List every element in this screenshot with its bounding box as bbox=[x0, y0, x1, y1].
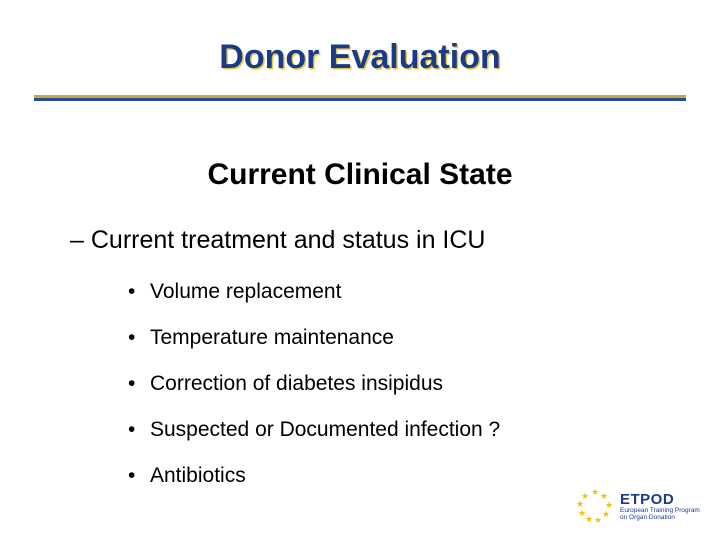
list-item: • Correction of diabetes insipidus bbox=[128, 372, 500, 396]
list-item: • Temperature maintenance bbox=[128, 326, 500, 350]
bullet-dot-icon: • bbox=[128, 280, 150, 304]
list-item: • Antibiotics bbox=[128, 464, 500, 488]
etpod-logo: ★ ★ ★ ★ ★ ★ ★ ★ ★ ETPOD European Trainin… bbox=[576, 484, 706, 530]
slide-subtitle: Current Clinical State bbox=[0, 158, 720, 192]
bullet-list: • Volume replacement • Temperature maint… bbox=[128, 280, 500, 510]
bullet-text: Antibiotics bbox=[150, 464, 246, 488]
eu-stars-icon: ★ ★ ★ ★ ★ ★ ★ ★ ★ bbox=[576, 488, 614, 526]
slide: Donor Evaluation Current Clinical State … bbox=[0, 0, 720, 540]
subheading-text: Current treatment and status in ICU bbox=[91, 226, 486, 254]
logo-text-block: ETPOD European Training Program on Organ… bbox=[620, 492, 700, 521]
list-item: • Suspected or Documented infection ? bbox=[128, 418, 500, 442]
logo-sub-text-2: on Organ Donation bbox=[620, 515, 700, 522]
bullet-dot-icon: • bbox=[128, 372, 150, 396]
bullet-text: Suspected or Documented infection ? bbox=[150, 418, 500, 442]
bullet-text: Correction of diabetes insipidus bbox=[150, 372, 443, 396]
dash-prefix: – bbox=[70, 226, 91, 254]
logo-main-text: ETPOD bbox=[620, 492, 700, 508]
list-item: • Volume replacement bbox=[128, 280, 500, 304]
bullet-dot-icon: • bbox=[128, 464, 150, 488]
bullet-dot-icon: • bbox=[128, 418, 150, 442]
bullet-text: Volume replacement bbox=[150, 280, 341, 304]
bullet-text: Temperature maintenance bbox=[150, 326, 394, 350]
title-underline bbox=[34, 95, 686, 101]
title-text: Donor Evaluation bbox=[219, 38, 500, 76]
subheading-line: – Current treatment and status in ICU bbox=[70, 226, 485, 255]
slide-title: Donor Evaluation bbox=[0, 38, 720, 77]
bullet-dot-icon: • bbox=[128, 326, 150, 350]
